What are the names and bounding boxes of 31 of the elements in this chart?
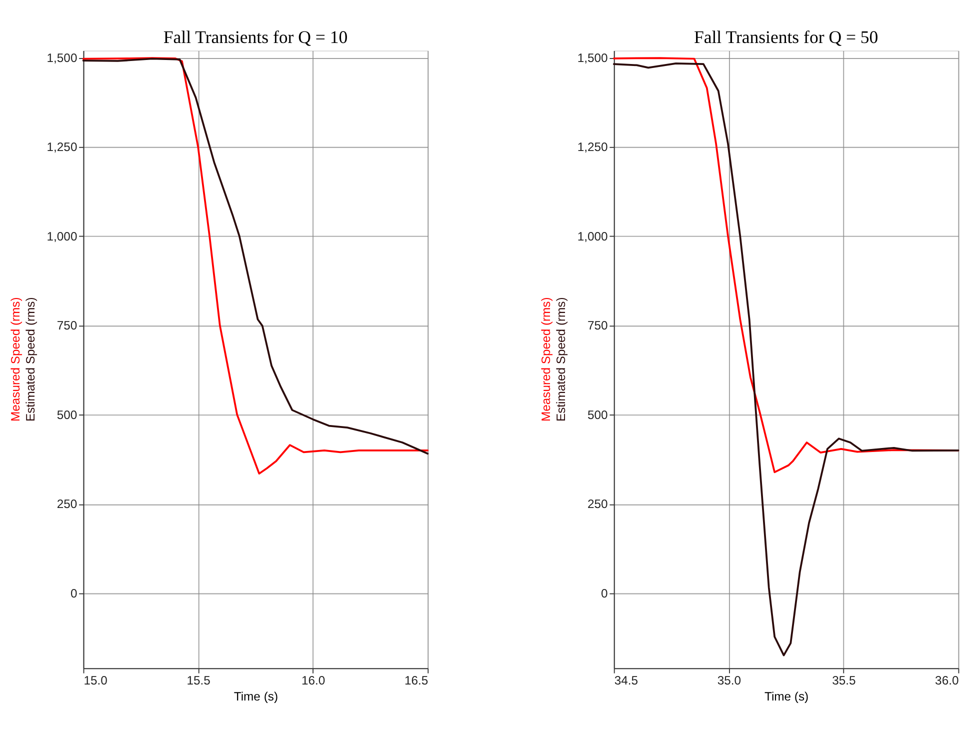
x-tick-label: 35.5 [832, 674, 856, 688]
y-tick-label: 500 [56, 408, 78, 422]
text: Estimated Speed (rms) [554, 297, 568, 422]
text: Estimated Speed (rms) [24, 297, 38, 422]
y-tick-label: 750 [588, 318, 608, 333]
chart-title: Fall Transients for Q = 50 [694, 27, 878, 48]
y-tick-label: 1,250 [577, 140, 608, 154]
y-tick-label: 750 [56, 318, 78, 333]
y-tick-label: 1,500 [46, 50, 78, 65]
x-tick-label: 36.0 [935, 674, 959, 688]
x-tick-label: 35.0 [717, 674, 742, 688]
y-tick-label: 0 [601, 586, 608, 600]
y-tick-label: 250 [56, 497, 78, 512]
x-tick-label: 15.0 [84, 674, 108, 688]
y-tick-label: 1,250 [46, 140, 78, 154]
text: Measured Speed (rms) [539, 297, 554, 422]
chart-title: Fall Transients for Q = 10 [163, 27, 348, 48]
x-axis-title: Time (s) [234, 689, 278, 704]
y-tick-label: 0 [70, 586, 78, 600]
x-axis-title: Time (s) [764, 689, 809, 704]
y-tick-label: 1,000 [577, 229, 608, 244]
line-series [612, 62, 960, 656]
x-tick-label: 16.0 [302, 674, 326, 688]
text: Measured Speed (rms) [8, 297, 23, 422]
x-tick-label: 34.5 [614, 674, 638, 688]
y-tick-label: 1,000 [46, 229, 78, 244]
y-tick-label: 250 [588, 497, 608, 512]
y-tick-label: 1,500 [577, 50, 608, 65]
x-tick-label: 16.5 [404, 674, 428, 688]
x-tick-label: 15.5 [186, 674, 211, 688]
y-tick-label: 500 [588, 408, 608, 422]
